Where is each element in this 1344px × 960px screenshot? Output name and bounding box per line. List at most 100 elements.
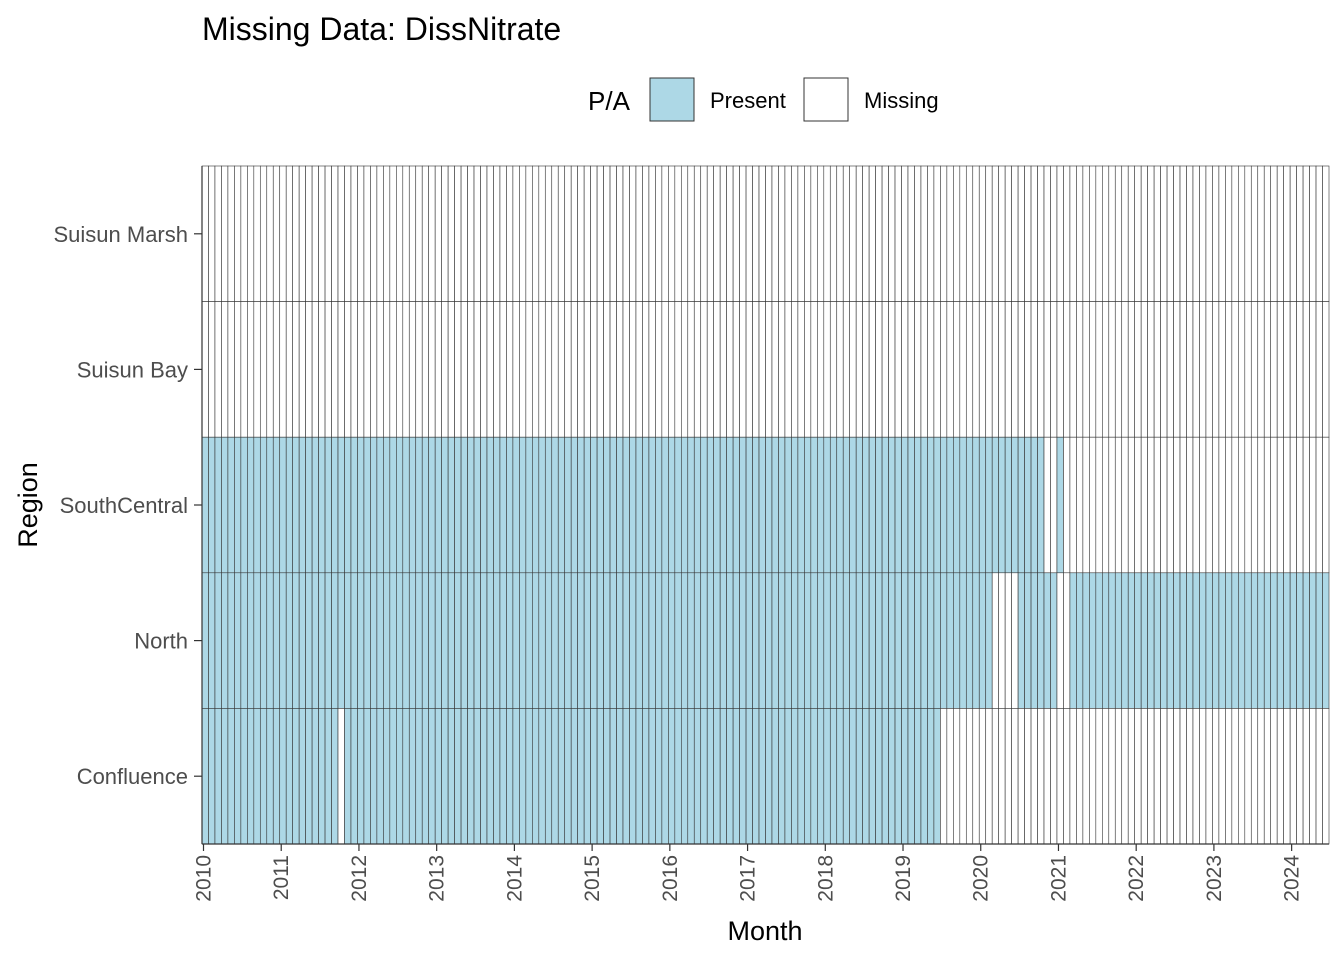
- heatmap-cell: [357, 165, 365, 302]
- heatmap-cell: [1179, 436, 1187, 574]
- heatmap-cell: [1166, 165, 1174, 302]
- heatmap-cell: [208, 301, 216, 438]
- heatmap-cell: [227, 165, 235, 302]
- heatmap-cell: [719, 165, 727, 302]
- heatmap-cell: [337, 572, 345, 709]
- heatmap-cell: [234, 708, 242, 845]
- heatmap-cell: [1244, 572, 1252, 709]
- heatmap-cell: [357, 436, 365, 574]
- heatmap-cell: [823, 165, 831, 302]
- heatmap-cell: [493, 301, 501, 438]
- heatmap-cell: [1147, 708, 1155, 845]
- heatmap-cell: [1056, 301, 1064, 438]
- heatmap-cell: [363, 572, 371, 709]
- heatmap-cell: [383, 165, 391, 302]
- heatmap-cell: [1218, 572, 1226, 709]
- heatmap-cell: [771, 301, 779, 438]
- heatmap-cell: [1283, 436, 1291, 574]
- heatmap-cell: [1257, 165, 1265, 302]
- heatmap-cell: [609, 708, 617, 845]
- heatmap-cell: [1030, 708, 1038, 845]
- heatmap-cell: [752, 436, 760, 574]
- heatmap-cell: [868, 165, 876, 302]
- heatmap-cell: [493, 165, 501, 302]
- heatmap-cell: [1218, 165, 1226, 302]
- heatmap-cell: [1199, 436, 1207, 574]
- heatmap-cell: [596, 165, 604, 302]
- heatmap-cell: [1263, 436, 1272, 574]
- y-tick-label: North: [134, 629, 188, 654]
- heatmap-cell: [486, 436, 494, 574]
- heatmap-cell: [570, 436, 578, 574]
- heatmap-cell: [752, 572, 760, 709]
- heatmap-cell: [454, 708, 462, 845]
- heatmap-cell: [389, 165, 397, 302]
- heatmap-cell: [778, 165, 786, 302]
- heatmap-cell: [1095, 165, 1103, 302]
- heatmap-cell: [331, 708, 339, 845]
- heatmap-cell: [985, 301, 993, 438]
- heatmap-cell: [914, 572, 922, 709]
- heatmap-cell: [817, 301, 825, 438]
- heatmap-cell: [668, 708, 676, 845]
- heatmap-cell: [629, 436, 637, 574]
- heatmap-cell: [1017, 708, 1025, 845]
- heatmap-cell: [234, 165, 242, 302]
- heatmap-cell: [991, 572, 999, 709]
- heatmap-cell: [551, 708, 559, 845]
- heatmap-cell: [1173, 708, 1181, 845]
- heatmap-cell: [1056, 436, 1064, 574]
- heatmap-cell: [1257, 708, 1265, 845]
- heatmap-cell: [538, 436, 546, 574]
- heatmap-cell: [920, 436, 928, 574]
- heatmap-cell: [609, 165, 617, 302]
- heatmap-cell: [875, 165, 883, 302]
- heatmap-cell: [298, 165, 306, 302]
- heatmap-cell: [881, 572, 889, 709]
- heatmap-cell: [1205, 708, 1213, 845]
- heatmap-cell: [642, 436, 650, 574]
- heatmap-cell: [914, 165, 922, 302]
- heatmap-cell: [940, 165, 948, 302]
- heatmap-cell: [888, 436, 896, 574]
- heatmap-cell: [1186, 572, 1194, 709]
- heatmap-cell: [823, 572, 831, 709]
- heatmap-cell: [259, 165, 268, 302]
- heatmap-cell: [590, 708, 598, 845]
- heatmap-cell: [907, 436, 915, 574]
- heatmap-cell: [985, 165, 993, 302]
- heatmap-cell: [311, 436, 319, 574]
- heatmap-cell: [1212, 165, 1220, 302]
- heatmap-cell: [875, 301, 883, 438]
- heatmap-cell: [240, 165, 248, 302]
- heatmap-cell: [784, 165, 792, 302]
- heatmap-cell: [460, 708, 468, 845]
- heatmap-cell: [765, 708, 773, 845]
- heatmap-cell: [953, 436, 961, 574]
- heatmap-cell: [1114, 436, 1123, 574]
- heatmap-cell: [927, 708, 935, 845]
- heatmap-cell: [506, 572, 514, 709]
- heatmap-cell: [1205, 436, 1213, 574]
- heatmap-cell: [965, 436, 974, 574]
- heatmap-cell: [894, 301, 902, 438]
- heatmap-cell: [998, 436, 1006, 574]
- heatmap-cell: [1082, 165, 1090, 302]
- heatmap-cell: [732, 436, 740, 574]
- heatmap-cell: [402, 436, 410, 574]
- heatmap-cell: [1121, 572, 1129, 709]
- heatmap-cell: [849, 436, 857, 574]
- heatmap-cell: [337, 165, 345, 302]
- heatmap-cell: [421, 708, 429, 845]
- heatmap-cell: [460, 165, 468, 302]
- heatmap-cell: [622, 436, 630, 574]
- heatmap-cell: [240, 708, 248, 845]
- heatmap-cell: [311, 572, 319, 709]
- heatmap-cell: [881, 436, 889, 574]
- heatmap-cell: [1231, 301, 1239, 438]
- heatmap-cell: [1004, 301, 1012, 438]
- heatmap-cell: [506, 708, 514, 845]
- heatmap-cell: [791, 165, 799, 302]
- heatmap-cell: [1011, 165, 1019, 302]
- heatmap-cell: [745, 708, 753, 845]
